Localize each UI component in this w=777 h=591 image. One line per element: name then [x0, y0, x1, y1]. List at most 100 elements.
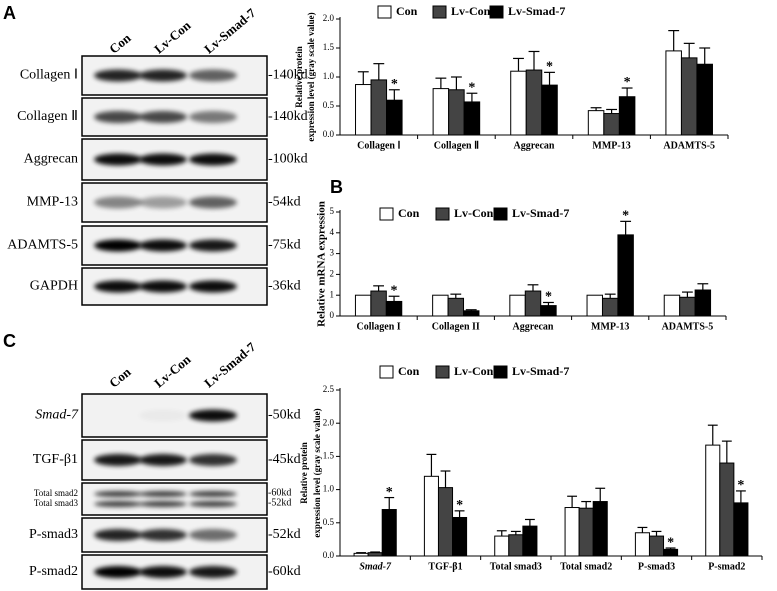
blot-row: MMP-13 -54kd: [27, 182, 301, 223]
bar: [353, 552, 369, 557]
error-bar: [651, 530, 662, 537]
blot-band: [94, 454, 142, 466]
x-tick-label: Total smad3: [490, 561, 542, 572]
error-bar: [454, 510, 465, 518]
annotation: *: [391, 283, 398, 298]
error-bar: [435, 77, 447, 89]
x-tick-label: MMP-13: [591, 321, 629, 332]
error-bar: [668, 30, 680, 51]
x-tick-label: ADAMTS-5: [663, 140, 715, 151]
lane-label: Lv-Smad-7: [201, 5, 259, 57]
x-tick-label: ADAMTS-5: [662, 321, 714, 332]
blot-band: [94, 69, 142, 82]
blot-band: [139, 491, 187, 497]
error-bar: [604, 293, 616, 299]
blot-band: [139, 566, 187, 578]
legend-label: Con: [398, 206, 420, 220]
x-tick-label: P-smad2: [708, 561, 745, 572]
blot-band: [139, 454, 187, 466]
blot-band: [139, 501, 187, 507]
y-axis-label: expression level (gray scale value): [312, 408, 322, 537]
row-label: P-smad2: [29, 564, 78, 579]
error-bar: [606, 108, 618, 114]
legend-label: Lv-Con: [454, 206, 494, 220]
legend-swatch: [377, 5, 392, 19]
size-label: -54kd: [268, 195, 301, 210]
y-tick-label: 0.0: [323, 550, 335, 560]
bar: [618, 96, 636, 136]
row-label: Aggrecan: [24, 152, 78, 167]
legend-swatch: [379, 365, 394, 379]
error-bar: [527, 284, 539, 292]
bar: [603, 113, 620, 136]
y-tick-label: 1: [330, 289, 335, 299]
bar: [663, 548, 679, 557]
legend-label: Lv-Con: [451, 4, 491, 18]
row-label: P-smad3: [29, 527, 78, 542]
error-bar: [595, 487, 606, 502]
error-bar: [510, 530, 521, 535]
size-label: -45kd: [268, 452, 301, 467]
legend-label: Lv-Smad-7: [508, 4, 565, 18]
size-label: -75kd: [268, 238, 301, 253]
x-tick-label: Collagen II: [432, 321, 480, 332]
bar: [509, 294, 526, 317]
error-bar: [513, 57, 524, 72]
row-label: GAPDH: [30, 279, 78, 294]
legend-swatch: [435, 207, 450, 221]
blot-row: TGF-β1 -45kd: [33, 439, 301, 481]
bar: [578, 507, 594, 557]
blot-band: [189, 239, 237, 252]
blot-band: [94, 491, 142, 497]
blot-row: P-smad2 -60kd: [29, 554, 301, 590]
bar: [452, 516, 468, 557]
bar: [494, 535, 510, 557]
row-label: Smad-7: [35, 408, 79, 423]
error-bar: [524, 518, 535, 527]
bar: [586, 294, 603, 317]
lane-label: Lv-Con: [151, 17, 194, 56]
bar: [448, 89, 465, 136]
row-label: Total smad2: [34, 488, 78, 498]
bar: [355, 84, 372, 136]
bar: [663, 294, 681, 317]
blot-band: [94, 501, 142, 507]
y-tick-label: 2: [330, 268, 335, 278]
error-bar: [590, 107, 602, 111]
bar: [592, 501, 608, 557]
y-tick-label: 0: [330, 310, 335, 320]
legend-label: Lv-Smad-7: [512, 206, 569, 220]
bar: [541, 84, 558, 136]
blot-band: [94, 239, 142, 252]
y-tick-label: 5: [330, 206, 335, 216]
bar: [370, 290, 387, 317]
legend-label: Con: [398, 364, 420, 378]
bar: [437, 487, 454, 557]
blot-band: [189, 529, 237, 541]
error-bar: [528, 50, 540, 71]
error-bar: [544, 71, 555, 86]
blot-band: [189, 153, 237, 166]
y-axis-label: expression level (gray scale value): [306, 12, 316, 141]
size-label: -60kd: [268, 487, 291, 498]
y-tick-label: 1.0: [323, 484, 335, 494]
y-tick-label: 1.5: [323, 42, 335, 52]
blot-band: [139, 280, 187, 293]
bar: [648, 535, 665, 557]
x-tick-label: Collagen Ⅰ: [357, 140, 400, 151]
blot-row: Aggrecan -100kd: [24, 138, 308, 181]
blot-band: [189, 280, 237, 293]
x-tick-label: Smad-7: [359, 561, 392, 572]
x-tick-label: Collagen Ⅱ: [434, 140, 479, 151]
error-bar: [466, 92, 478, 102]
error-bar: [683, 42, 695, 58]
bar: [381, 509, 397, 557]
blot-band: [139, 196, 187, 209]
bar: [463, 310, 480, 317]
bar: [385, 300, 403, 317]
legend-swatch: [489, 5, 504, 19]
lane-label: Con: [106, 30, 134, 57]
blot-row: Collagen Ⅱ -140kd: [17, 97, 308, 137]
